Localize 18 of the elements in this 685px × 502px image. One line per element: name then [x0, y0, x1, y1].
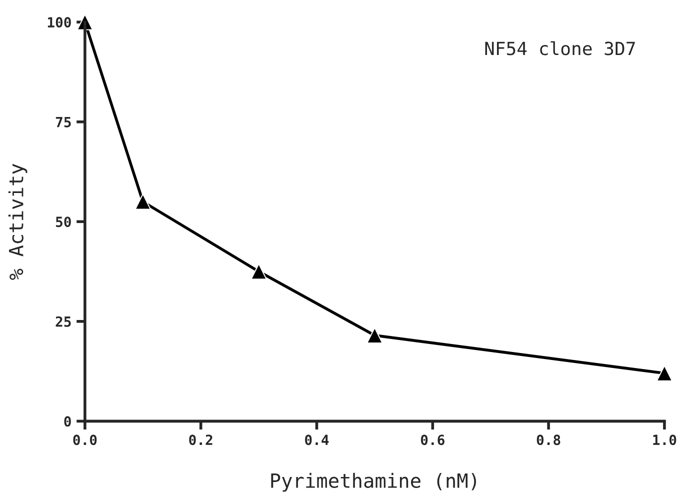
point [134, 194, 152, 210]
x-tick-label: 0.2 [189, 434, 212, 446]
x-tick-label: 0.0 [73, 434, 97, 446]
x-tick-label: 0.6 [420, 434, 444, 446]
point [656, 365, 673, 382]
point [250, 263, 267, 280]
y-axis-title: % Activity [8, 164, 28, 280]
y-tick-label: 25 [56, 316, 71, 327]
x-axis-title: Pyrimethamine (nM) [271, 472, 476, 492]
x-tick-label: 0.8 [536, 434, 560, 446]
point [366, 327, 383, 344]
y-tick-label: 75 [56, 117, 71, 128]
y-tick-label: 0 [64, 416, 71, 427]
y-tick-label: 50 [56, 216, 71, 228]
y-tick-label: 100 [48, 17, 71, 28]
annotation: NF54 clone 3D7 [485, 41, 635, 56]
x-tick-label: 1.0 [653, 434, 676, 446]
x-tick-label: 0.4 [305, 434, 329, 446]
